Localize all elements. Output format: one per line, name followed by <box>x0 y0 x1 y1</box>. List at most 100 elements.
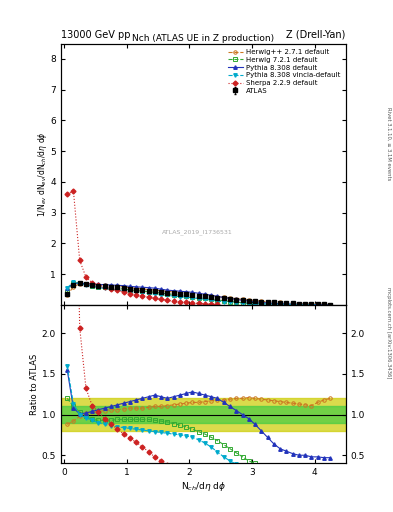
Pythia 8.308 vincia-default <box>159 292 163 298</box>
Sherpa 2.2.9 default <box>196 301 201 307</box>
Pythia 8.308 vincia-default <box>259 301 264 307</box>
Herwig++ 2.7.1 default <box>121 284 126 290</box>
Sherpa 2.2.9 default <box>90 280 95 286</box>
Pythia 8.308 vincia-default <box>77 281 82 287</box>
Herwig++ 2.7.1 default <box>103 282 107 288</box>
Herwig 7.2.1 default <box>140 288 145 294</box>
Pythia 8.308 default <box>215 293 220 300</box>
Pythia 8.308 vincia-default <box>228 300 232 306</box>
Herwig 7.2.1 default <box>171 291 176 297</box>
Pythia 8.308 default <box>321 302 326 308</box>
Herwig 7.2.1 default <box>184 293 189 299</box>
Herwig++ 2.7.1 default <box>321 301 326 307</box>
Line: Herwig++ 2.7.1 default: Herwig++ 2.7.1 default <box>66 282 332 306</box>
Pythia 8.308 default <box>103 282 107 288</box>
Herwig 7.2.1 default <box>121 286 126 292</box>
Pythia 8.308 vincia-default <box>178 293 182 300</box>
Herwig 7.2.1 default <box>290 302 295 308</box>
Sherpa 2.2.9 default <box>65 191 70 197</box>
Pythia 8.308 vincia-default <box>108 286 113 292</box>
Herwig++ 2.7.1 default <box>184 290 189 296</box>
Herwig++ 2.7.1 default <box>165 288 170 294</box>
Pythia 8.308 default <box>240 297 245 304</box>
Text: Z (Drell-Yan): Z (Drell-Yan) <box>286 30 346 40</box>
Herwig++ 2.7.1 default <box>196 291 201 297</box>
Herwig++ 2.7.1 default <box>209 292 213 298</box>
Pythia 8.308 vincia-default <box>165 292 170 298</box>
Pythia 8.308 default <box>303 301 307 307</box>
Herwig 7.2.1 default <box>134 287 138 293</box>
Sherpa 2.2.9 default <box>146 294 151 301</box>
Pythia 8.308 default <box>84 281 88 287</box>
Pythia 8.308 default <box>278 301 283 307</box>
Herwig 7.2.1 default <box>272 301 276 307</box>
Herwig 7.2.1 default <box>328 302 332 308</box>
Pythia 8.308 default <box>259 300 264 306</box>
Pythia 8.308 default <box>171 288 176 294</box>
Pythia 8.308 default <box>209 292 213 298</box>
Pythia 8.308 vincia-default <box>184 294 189 300</box>
Text: Rivet 3.1.10, ≥ 3.1M events: Rivet 3.1.10, ≥ 3.1M events <box>386 106 391 180</box>
Pythia 8.308 vincia-default <box>202 296 207 303</box>
Herwig 7.2.1 default <box>90 283 95 289</box>
Herwig 7.2.1 default <box>178 292 182 298</box>
Pythia 8.308 vincia-default <box>71 279 76 285</box>
Herwig 7.2.1 default <box>65 289 70 295</box>
Pythia 8.308 default <box>115 282 119 288</box>
Herwig 7.2.1 default <box>127 287 132 293</box>
Herwig++ 2.7.1 default <box>202 292 207 298</box>
Herwig++ 2.7.1 default <box>253 297 257 304</box>
Herwig 7.2.1 default <box>209 296 213 302</box>
Pythia 8.308 default <box>284 301 289 307</box>
Pythia 8.308 vincia-default <box>146 290 151 296</box>
Herwig 7.2.1 default <box>71 280 76 286</box>
Line: Pythia 8.308 default: Pythia 8.308 default <box>66 282 332 307</box>
Pythia 8.308 default <box>108 282 113 288</box>
Pythia 8.308 default <box>178 288 182 294</box>
Herwig 7.2.1 default <box>303 302 307 308</box>
Pythia 8.308 default <box>290 301 295 307</box>
Pythia 8.308 default <box>152 285 157 291</box>
Pythia 8.308 default <box>265 300 270 306</box>
Herwig++ 2.7.1 default <box>171 289 176 295</box>
Herwig++ 2.7.1 default <box>228 295 232 301</box>
Sherpa 2.2.9 default <box>84 274 88 281</box>
Pythia 8.308 vincia-default <box>315 302 320 308</box>
Herwig 7.2.1 default <box>240 300 245 306</box>
Pythia 8.308 default <box>309 302 314 308</box>
Y-axis label: Ratio to ATLAS: Ratio to ATLAS <box>30 353 39 415</box>
Herwig++ 2.7.1 default <box>315 301 320 307</box>
Pythia 8.308 default <box>77 280 82 286</box>
Pythia 8.308 vincia-default <box>134 289 138 295</box>
Sherpa 2.2.9 default <box>71 188 76 194</box>
Herwig 7.2.1 default <box>146 289 151 295</box>
Herwig 7.2.1 default <box>296 302 301 308</box>
Sherpa 2.2.9 default <box>96 282 101 288</box>
Pythia 8.308 default <box>246 298 251 304</box>
Pythia 8.308 default <box>184 289 189 295</box>
Herwig 7.2.1 default <box>96 284 101 290</box>
Herwig++ 2.7.1 default <box>77 281 82 287</box>
Pythia 8.308 vincia-default <box>196 295 201 302</box>
Pythia 8.308 vincia-default <box>65 285 70 291</box>
Pythia 8.308 vincia-default <box>265 301 270 307</box>
Herwig 7.2.1 default <box>309 302 314 308</box>
Pythia 8.308 vincia-default <box>221 299 226 305</box>
Herwig++ 2.7.1 default <box>134 285 138 291</box>
Pythia 8.308 default <box>196 290 201 296</box>
Herwig++ 2.7.1 default <box>140 286 145 292</box>
Pythia 8.308 vincia-default <box>328 302 332 308</box>
Sherpa 2.2.9 default <box>215 302 220 308</box>
Pythia 8.308 vincia-default <box>140 290 145 296</box>
Herwig++ 2.7.1 default <box>71 284 76 290</box>
Sherpa 2.2.9 default <box>152 295 157 302</box>
Line: Sherpa 2.2.9 default: Sherpa 2.2.9 default <box>66 189 219 306</box>
Line: Herwig 7.2.1 default: Herwig 7.2.1 default <box>66 281 332 307</box>
Pythia 8.308 vincia-default <box>246 301 251 307</box>
Pythia 8.308 default <box>202 291 207 297</box>
Herwig 7.2.1 default <box>246 300 251 306</box>
Herwig 7.2.1 default <box>165 291 170 297</box>
Pythia 8.308 default <box>121 283 126 289</box>
X-axis label: N$_{ch}$/d$\eta$ d$\phi$: N$_{ch}$/d$\eta$ d$\phi$ <box>181 480 226 493</box>
Sherpa 2.2.9 default <box>159 296 163 303</box>
